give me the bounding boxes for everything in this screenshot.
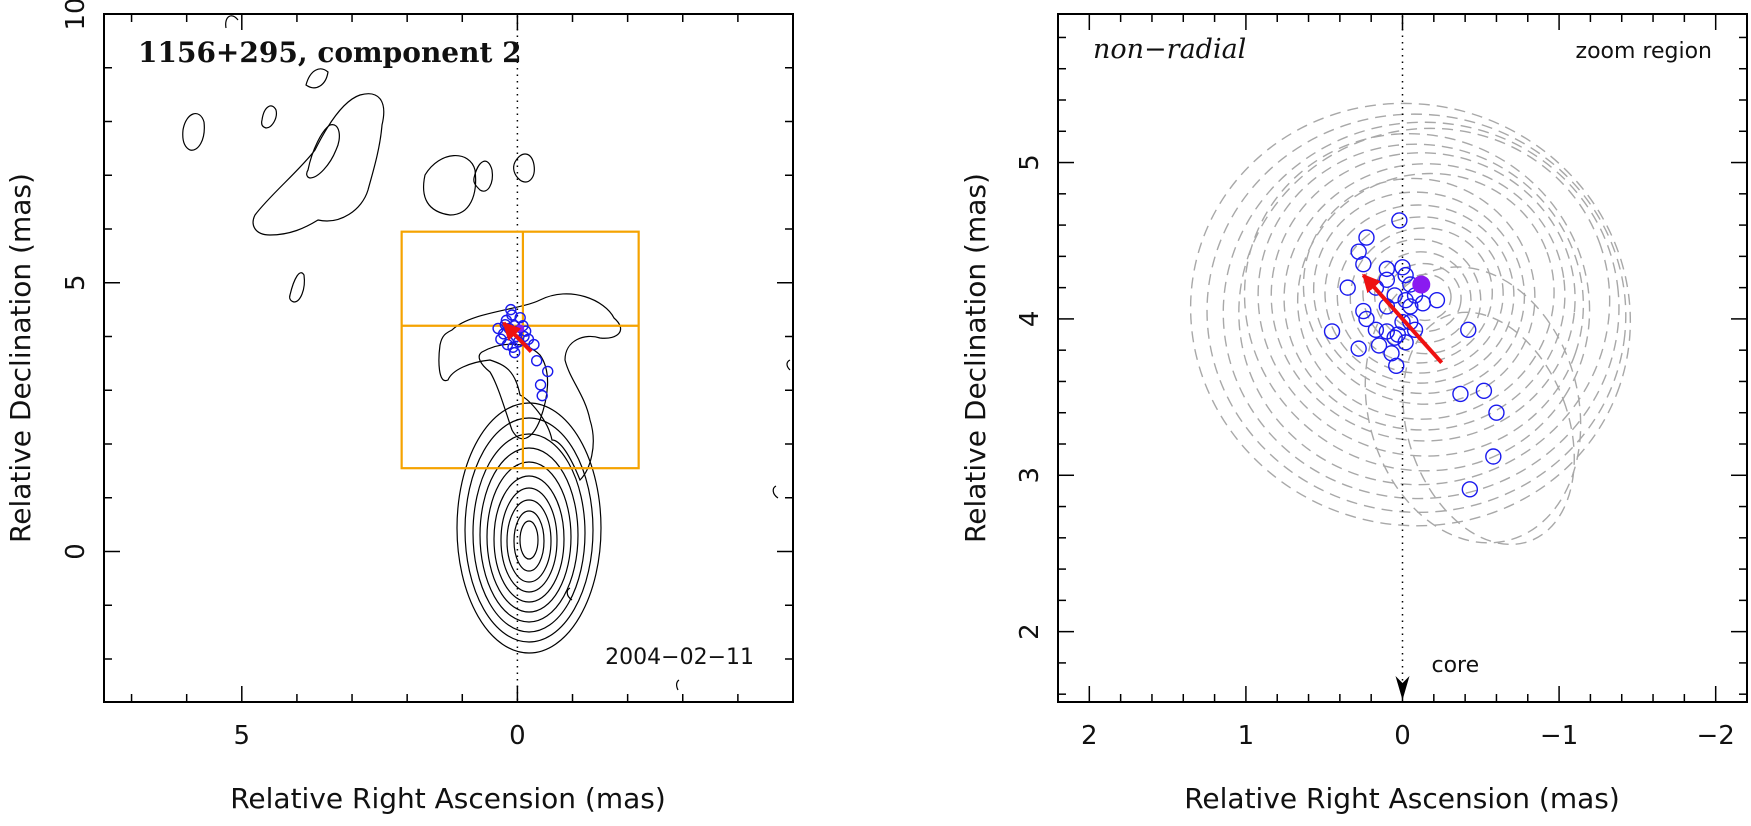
y-tick-label: 5 bbox=[61, 274, 91, 291]
component-point bbox=[1460, 321, 1477, 339]
component-point bbox=[508, 346, 521, 359]
motion-arrow bbox=[1361, 273, 1444, 365]
component-point bbox=[505, 303, 517, 316]
component-point bbox=[1378, 260, 1396, 278]
y-tick-label: 2 bbox=[1015, 623, 1045, 640]
left-title: 1156+295, component 2 bbox=[138, 36, 522, 69]
right-plot-frame bbox=[1057, 13, 1748, 703]
mean-position-marker bbox=[1412, 275, 1431, 294]
y-tick-label: 10 bbox=[61, 0, 91, 31]
component-point bbox=[528, 338, 540, 351]
dashed-contour bbox=[1206, 113, 1627, 514]
dashed-contour bbox=[1222, 121, 1620, 500]
component-point bbox=[1358, 229, 1375, 246]
component-point bbox=[1391, 212, 1408, 229]
dashed-contour bbox=[1243, 132, 1591, 472]
component-point bbox=[1386, 329, 1403, 346]
zoom-box-rect bbox=[400, 230, 640, 470]
x-tick-label: 5 bbox=[234, 721, 251, 751]
component-point bbox=[1388, 357, 1405, 375]
y-tick-label: 0 bbox=[61, 543, 91, 560]
component-point bbox=[506, 309, 518, 321]
dashed-contour bbox=[1364, 266, 1582, 544]
component-point bbox=[530, 354, 543, 367]
component-point bbox=[1406, 321, 1424, 339]
dashed-contour bbox=[1189, 102, 1632, 527]
y-tick-label: 4 bbox=[1015, 311, 1045, 328]
dashed-contour bbox=[1312, 191, 1526, 395]
dashed-contour bbox=[1238, 127, 1611, 486]
component-point bbox=[1358, 310, 1375, 328]
component-point bbox=[1452, 385, 1469, 403]
component-point bbox=[1355, 302, 1372, 320]
component-point bbox=[1397, 334, 1414, 351]
left-y-axis-label: Relative Declination (mas) bbox=[4, 173, 37, 543]
component-point bbox=[536, 389, 548, 402]
dashed-contour bbox=[1349, 227, 1493, 364]
component-point bbox=[1488, 404, 1505, 421]
x-tick-label: 1 bbox=[1238, 721, 1255, 751]
component-point bbox=[1339, 279, 1356, 296]
dashed-contour bbox=[1324, 204, 1515, 384]
component-point bbox=[1367, 321, 1385, 339]
y-tick-label: 5 bbox=[1015, 154, 1045, 171]
dashed-probability-contours bbox=[1189, 102, 1632, 546]
component-point bbox=[1475, 382, 1493, 400]
non-radial-label: non−radial bbox=[1093, 34, 1246, 65]
component-point bbox=[1428, 291, 1446, 309]
x-tick-label: −2 bbox=[1697, 721, 1735, 751]
component-point bbox=[1370, 337, 1388, 354]
left-x-axis-label: Relative Right Ascension (mas) bbox=[230, 782, 666, 815]
zoom-box bbox=[400, 230, 640, 470]
observation-date: 2004−02−11 bbox=[605, 645, 754, 670]
motion-arrow bbox=[502, 321, 533, 353]
component-point bbox=[1461, 481, 1479, 498]
right-y-axis-label: Relative Declination (mas) bbox=[959, 173, 992, 543]
component-point bbox=[1350, 340, 1367, 357]
dashed-contour bbox=[1257, 143, 1585, 457]
mean-position-marker bbox=[516, 324, 525, 333]
component-point bbox=[1394, 259, 1411, 276]
component-point bbox=[1323, 323, 1341, 340]
dashed-contour bbox=[1270, 152, 1576, 442]
dashed-contour bbox=[1283, 163, 1566, 431]
right-x-axis-label: Relative Right Ascension (mas) bbox=[1184, 782, 1620, 815]
left-ticks bbox=[104, 13, 794, 702]
x-tick-label: −1 bbox=[1540, 721, 1578, 751]
component-point bbox=[1397, 266, 1414, 284]
component-point bbox=[1355, 255, 1372, 273]
right-tick-labels: 2 1 0 −1 −2 2 3 4 5 bbox=[1015, 154, 1735, 751]
dashed-contour bbox=[1302, 177, 1536, 405]
y-tick-label: 3 bbox=[1015, 467, 1045, 484]
contour-map bbox=[182, 15, 791, 691]
zoom-region-label: zoom region bbox=[1576, 39, 1712, 64]
dashed-contour bbox=[1336, 216, 1504, 374]
x-tick-label: 0 bbox=[509, 721, 526, 751]
dashed-contour bbox=[1402, 311, 1575, 546]
component-point bbox=[1386, 287, 1403, 304]
component-point bbox=[1485, 448, 1502, 465]
component-point bbox=[534, 379, 547, 391]
x-tick-label: 2 bbox=[1081, 721, 1098, 751]
x-tick-label: 0 bbox=[1394, 721, 1411, 751]
left-tick-labels: 5 0 0 5 10 bbox=[61, 0, 526, 751]
component-point bbox=[542, 365, 554, 378]
left-plot-frame bbox=[103, 13, 794, 703]
right-ticks bbox=[1057, 14, 1748, 702]
core-label: core bbox=[1432, 653, 1480, 678]
